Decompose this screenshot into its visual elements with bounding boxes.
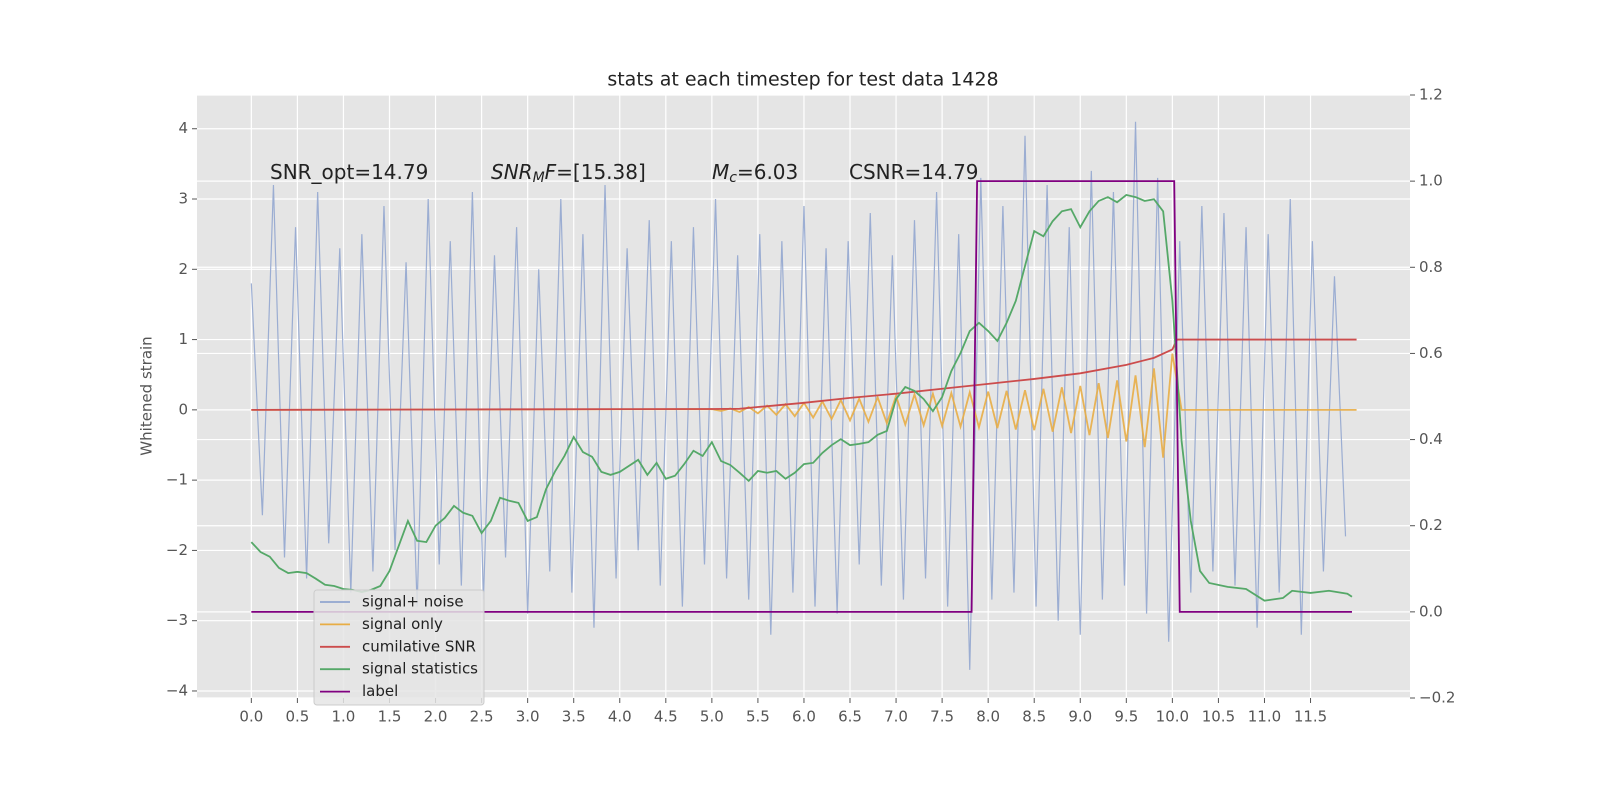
y-tick-label: −1 bbox=[166, 471, 188, 489]
series-line bbox=[251, 180, 1352, 613]
x-tick-label: 0.5 bbox=[285, 708, 309, 726]
y-tick-label: −3 bbox=[166, 611, 188, 629]
x-tick-label: 1.5 bbox=[378, 708, 402, 726]
series-line bbox=[251, 338, 1357, 411]
annotation-part: M bbox=[533, 170, 545, 186]
x-tick-label: 7.5 bbox=[930, 708, 954, 726]
x-tick-label: 5.5 bbox=[746, 708, 770, 726]
y-tick-label: 1 bbox=[178, 330, 188, 348]
legend-box bbox=[313, 589, 485, 706]
annotation: CSNR=14.79 bbox=[849, 160, 979, 184]
y2-tick-label: 0.2 bbox=[1419, 516, 1443, 534]
annotation-part: M bbox=[712, 160, 729, 184]
x-tick-label: 3.5 bbox=[562, 708, 586, 726]
x-tick-label: 6.0 bbox=[792, 708, 816, 726]
legend-label: signal+ noise bbox=[362, 593, 464, 611]
annotation-part: =6.03 bbox=[737, 160, 798, 184]
legend-label: signal statistics bbox=[362, 660, 478, 678]
y2-tick-label: 0.0 bbox=[1419, 602, 1443, 620]
x-tick-label: 11.5 bbox=[1294, 708, 1327, 726]
legend-label: label bbox=[362, 682, 398, 700]
x-tick-label: 1.0 bbox=[332, 708, 356, 726]
series-line bbox=[250, 121, 1347, 670]
x-tick-label: 4.0 bbox=[608, 708, 632, 726]
y-axis-label: Whitened strain bbox=[138, 336, 156, 455]
y2-tick-label: 0.6 bbox=[1419, 344, 1443, 362]
x-tick-label: 2.5 bbox=[470, 708, 494, 726]
y2-tick-label: −0.2 bbox=[1419, 689, 1455, 707]
x-tick-label: 5.0 bbox=[700, 708, 724, 726]
annotation-part: SNR bbox=[491, 160, 533, 184]
y-tick-label: 0 bbox=[178, 400, 188, 418]
annotation-part: SNR_opt=14.79 bbox=[270, 160, 428, 184]
x-tick-label: 7.0 bbox=[884, 708, 908, 726]
y2-tick-label: 0.8 bbox=[1419, 258, 1443, 276]
y-tick-label: −2 bbox=[166, 541, 188, 559]
legend-label: cumilative SNR bbox=[362, 637, 476, 655]
x-tick-label: 6.5 bbox=[838, 708, 862, 726]
annotation-part: =[15.38] bbox=[556, 160, 646, 184]
y2-tick-label: 1.2 bbox=[1419, 86, 1443, 104]
annotation-part: c bbox=[729, 170, 737, 186]
annotation: SNRMF=[15.38] bbox=[491, 160, 646, 187]
legend-label: signal only bbox=[362, 615, 443, 633]
grid bbox=[197, 94, 1410, 699]
x-tick-label: 0.0 bbox=[239, 708, 263, 726]
y-tick-label: −4 bbox=[166, 681, 188, 699]
x-tick-label: 11.0 bbox=[1248, 708, 1281, 726]
series-line bbox=[250, 193, 1353, 602]
annotation-part: CSNR=14.79 bbox=[849, 160, 979, 184]
x-tick-label: 8.0 bbox=[976, 708, 1000, 726]
x-tick-label: 2.0 bbox=[424, 708, 448, 726]
y-tick-label: 3 bbox=[178, 190, 188, 208]
x-tick-label: 9.5 bbox=[1114, 708, 1138, 726]
x-tick-label: 10.0 bbox=[1156, 708, 1189, 726]
chart-title: stats at each timestep for test data 142… bbox=[607, 69, 998, 91]
annotation-part: F bbox=[545, 160, 557, 184]
y-tick-label: 2 bbox=[178, 260, 188, 278]
x-tick-label: 10.5 bbox=[1202, 708, 1235, 726]
x-tick-label: 8.5 bbox=[1022, 708, 1046, 726]
x-tick-label: 4.5 bbox=[654, 708, 678, 726]
x-tick-label: 9.0 bbox=[1068, 708, 1092, 726]
series-line bbox=[251, 353, 1357, 458]
y2-tick-label: 0.4 bbox=[1419, 430, 1443, 448]
x-tick-label: 3.0 bbox=[516, 708, 540, 726]
y2-tick-label: 1.0 bbox=[1419, 172, 1443, 190]
annotation: SNR_opt=14.79 bbox=[270, 160, 428, 184]
y-tick-label: 4 bbox=[178, 119, 188, 137]
annotation: Mc=6.03 bbox=[712, 160, 798, 187]
